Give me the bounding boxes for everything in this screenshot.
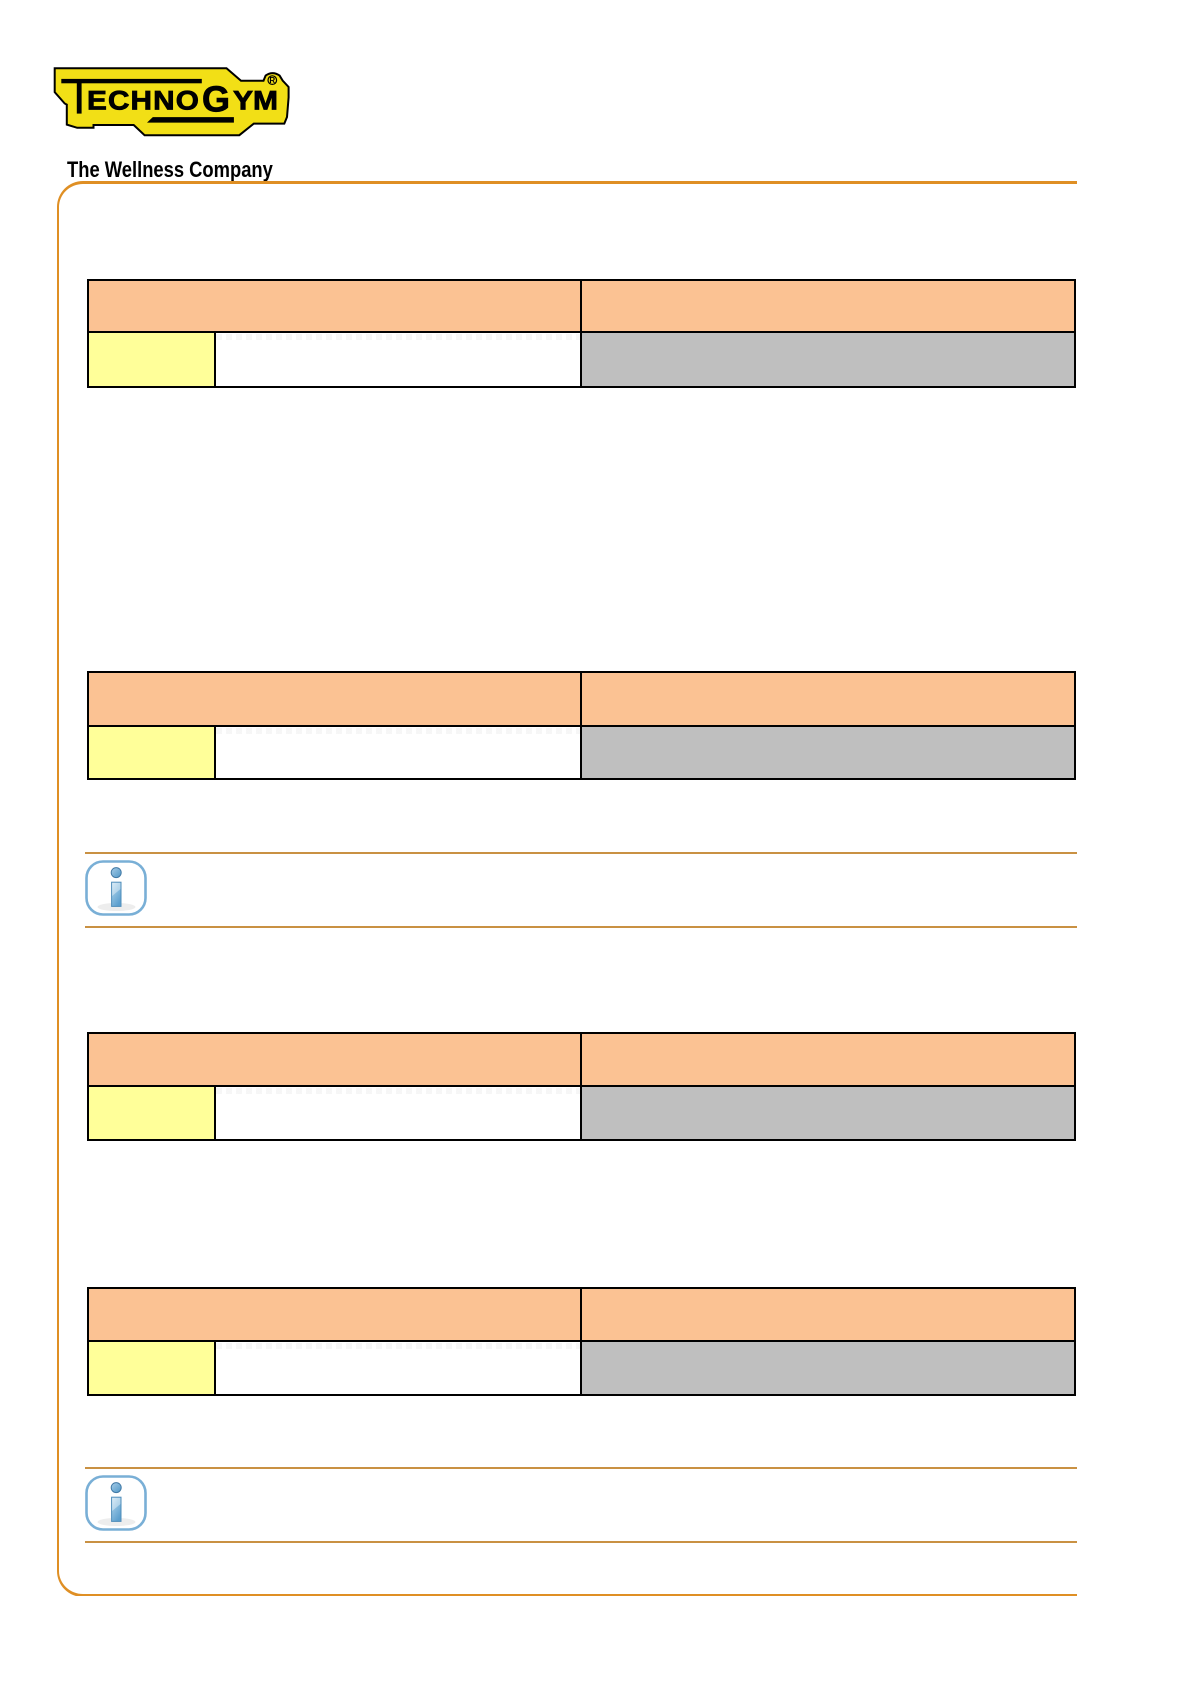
svg-text:R: R [269,76,275,85]
svg-text:YM: YM [233,86,278,116]
svg-text:ECHNO: ECHNO [87,86,200,116]
svg-text:G: G [202,79,230,120]
